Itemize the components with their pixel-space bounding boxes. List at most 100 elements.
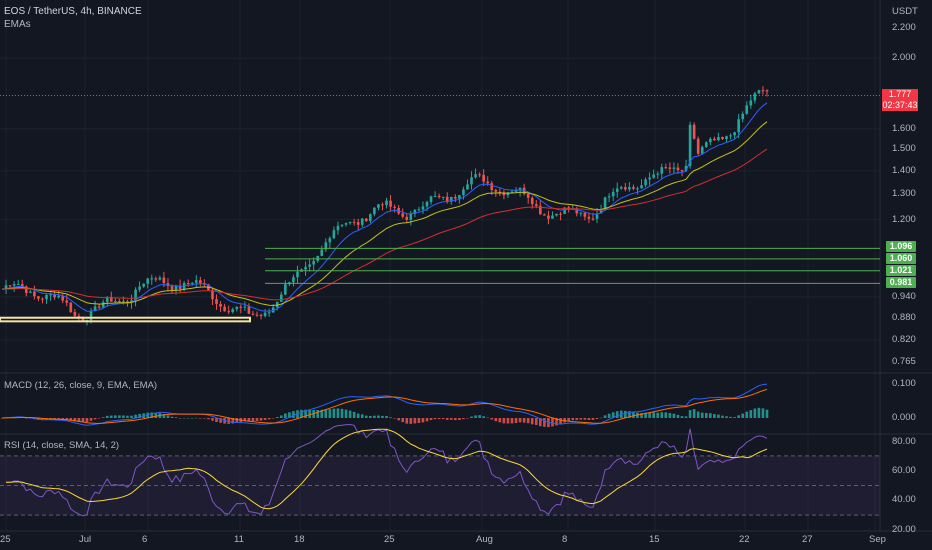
candle-body xyxy=(194,280,198,283)
price-tick: 1.400 xyxy=(892,164,916,176)
macd-histogram-bar xyxy=(292,411,295,418)
macd-histogram-bar xyxy=(332,408,336,418)
candle-body xyxy=(308,264,311,267)
macd-histogram-bar xyxy=(275,416,279,418)
candle-body xyxy=(369,214,372,222)
macd-histogram-bar xyxy=(510,418,514,424)
macd-histogram-bar xyxy=(603,415,607,418)
macd-histogram-bar xyxy=(118,415,121,418)
candle-body xyxy=(640,185,643,189)
candle-body xyxy=(81,318,85,321)
candle-body xyxy=(190,282,194,284)
candle-body xyxy=(352,221,356,223)
macd-histogram-bar xyxy=(725,416,728,418)
candle-body xyxy=(324,242,328,250)
macd-histogram-bar xyxy=(437,418,441,420)
candle-body xyxy=(595,213,599,219)
macd-histogram-bar xyxy=(360,414,364,418)
candle-body xyxy=(114,301,117,303)
macd-histogram-bar xyxy=(207,418,210,420)
macd-histogram-bar xyxy=(490,418,494,420)
candle-body xyxy=(741,113,745,120)
macd-histogram-bar xyxy=(251,418,255,422)
macd-histogram-bar xyxy=(749,410,753,418)
candle-body xyxy=(660,167,664,174)
macd-histogram-bar xyxy=(530,418,534,425)
level-tag-0981: 0.981 xyxy=(886,277,916,288)
candle-body xyxy=(603,197,607,210)
candle-body xyxy=(227,311,230,313)
candle-body xyxy=(490,183,494,190)
macd-histogram-bar xyxy=(644,412,647,418)
candle-body xyxy=(385,200,388,206)
currency-label: USDT xyxy=(892,6,918,17)
candle-body xyxy=(215,299,218,304)
candle-body xyxy=(292,277,295,283)
indicator-label[interactable]: EMAs xyxy=(4,19,31,30)
candle-body xyxy=(668,167,672,169)
symbol-title[interactable]: EOS / TetherUS, 4h, BINANCE xyxy=(4,6,142,17)
level-tag-1021: 1.021 xyxy=(886,265,916,276)
level-tag-1096: 1.096 xyxy=(886,241,916,252)
candle-body xyxy=(24,286,28,293)
macd-histogram-bar xyxy=(486,417,490,419)
price-tick: 0.940 xyxy=(892,290,916,302)
candle-body xyxy=(417,209,421,211)
candle-body xyxy=(401,213,405,217)
macd-histogram-bar xyxy=(235,418,239,423)
candle-body xyxy=(721,137,724,139)
candle-body xyxy=(611,191,615,197)
macd-histogram-bar xyxy=(279,415,283,418)
candle-body xyxy=(543,214,546,216)
macd-histogram-bar xyxy=(373,415,376,418)
macd-histogram-bar xyxy=(243,418,247,422)
rsi-tick-20: 20.00 xyxy=(892,524,916,535)
time-tick: 27 xyxy=(802,534,813,545)
macd-histogram-bar xyxy=(73,418,77,422)
macd-histogram-bar xyxy=(579,418,583,420)
macd-histogram-bar xyxy=(215,418,218,422)
time-tick: 8 xyxy=(562,534,568,545)
macd-histogram-bar xyxy=(470,416,473,418)
macd-histogram-bar xyxy=(385,415,388,418)
candle-body xyxy=(89,310,93,321)
candle-body xyxy=(672,167,676,169)
macd-histogram-bar xyxy=(648,412,651,418)
rsi-band xyxy=(0,455,880,516)
candle-body xyxy=(296,271,299,278)
macd-histogram-bar xyxy=(211,418,214,421)
candle-body xyxy=(737,119,740,133)
candle-body xyxy=(344,223,348,225)
time-tick: 18 xyxy=(294,534,305,545)
candle-body xyxy=(247,306,251,314)
macd-histogram-bar xyxy=(454,418,457,421)
macd-histogram-bar xyxy=(571,418,575,421)
support-zone-box xyxy=(0,316,251,323)
macd-histogram-bar xyxy=(421,418,425,423)
macd-histogram-bar xyxy=(482,416,485,418)
macd-histogram-bar xyxy=(381,415,384,418)
macd-legend[interactable]: MACD (12, 26, close, 9, EMA, EMA) xyxy=(4,380,158,391)
ema-short-line xyxy=(1,102,768,312)
candle-body xyxy=(122,301,125,303)
candle-body xyxy=(138,286,141,290)
macd-histogram-bar xyxy=(713,414,716,418)
candle-body xyxy=(607,196,611,198)
price-tick: 1.600 xyxy=(892,122,916,134)
candle-body xyxy=(360,218,364,225)
candle-body xyxy=(405,216,409,220)
macd-histogram-bar xyxy=(615,411,619,418)
candle-body xyxy=(413,209,417,214)
candle-body xyxy=(8,285,12,287)
macd-histogram-bar xyxy=(696,411,700,418)
macd-histogram-bar xyxy=(741,413,745,418)
candle-body xyxy=(506,192,510,196)
macd-histogram-bar xyxy=(757,407,761,418)
macd-histogram-bar xyxy=(494,418,498,422)
candle-body xyxy=(745,105,749,114)
candle-body xyxy=(186,283,190,285)
candle-body xyxy=(223,306,226,312)
candle-body xyxy=(65,300,69,303)
rsi-legend[interactable]: RSI (14, close, SMA, 14, 2) xyxy=(4,440,120,451)
